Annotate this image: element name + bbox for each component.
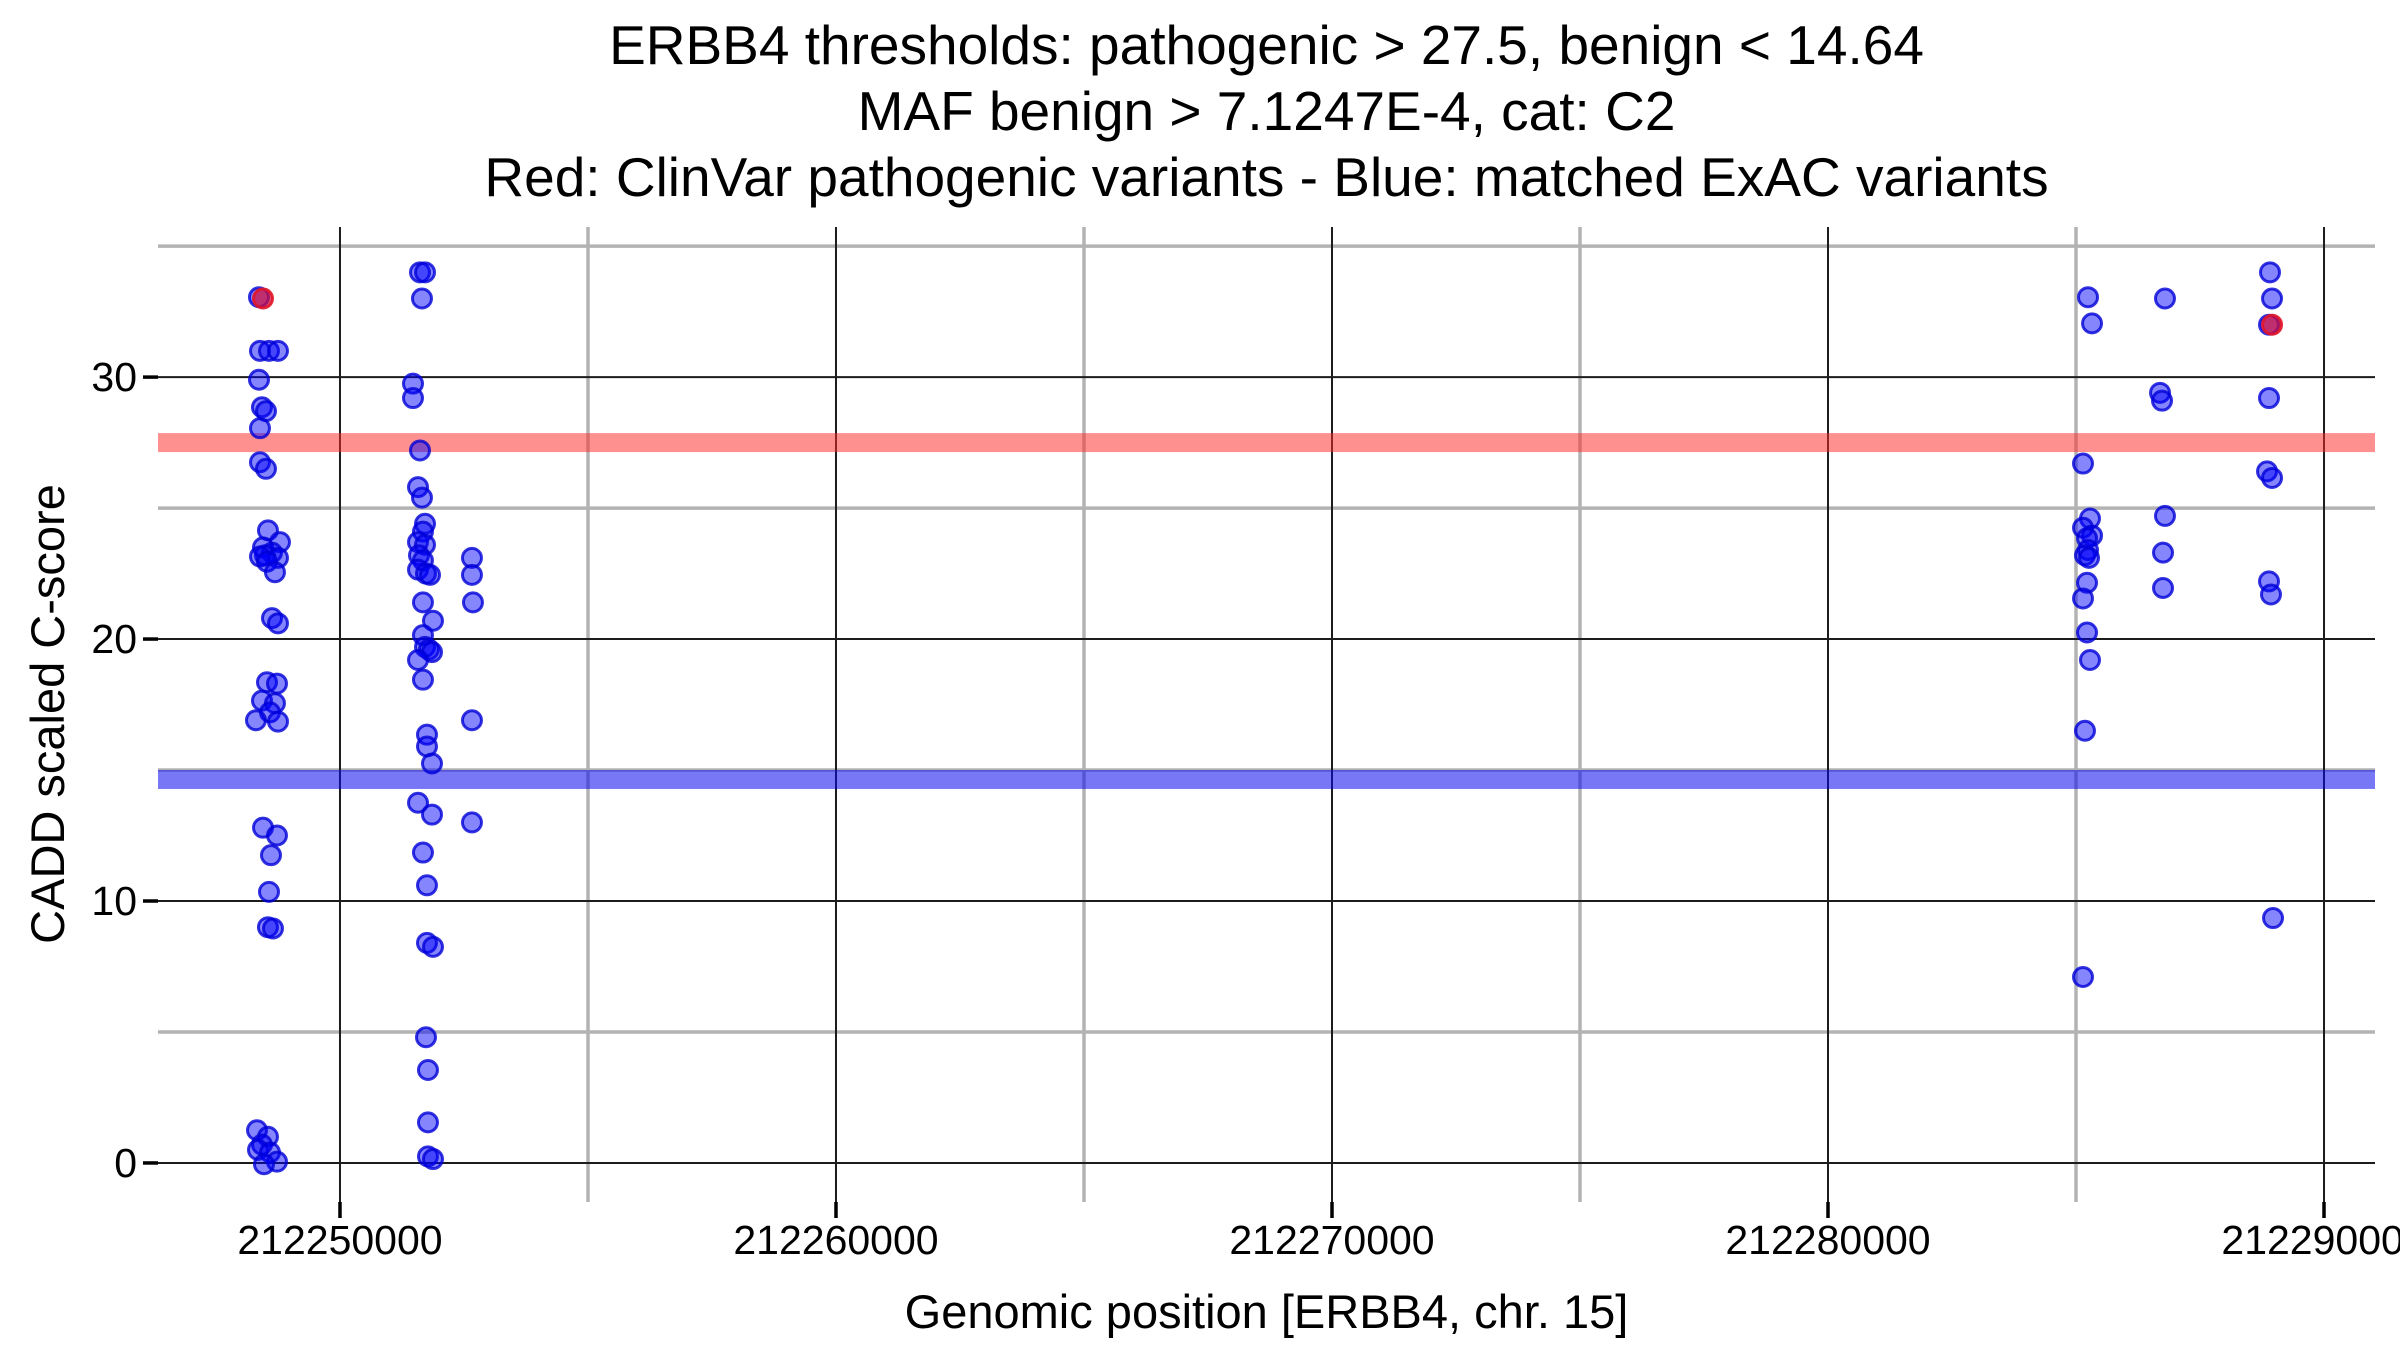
exac-variant-point [2261, 287, 2284, 310]
exac-variant-point [460, 811, 483, 834]
exac-variant-point [2076, 621, 2099, 644]
exac-variant-point [2072, 587, 2095, 610]
plot-title-line-2: MAF benign > 7.1247E-4, cat: C2 [857, 80, 1676, 142]
exac-variant-point [415, 874, 438, 897]
exac-variant-point [461, 591, 484, 614]
exac-variant-point [2077, 286, 2100, 309]
exac-variant-point [2072, 452, 2095, 475]
exac-variant-point [414, 261, 437, 284]
plot-title-line-3: Red: ClinVar pathogenic variants - Blue:… [484, 146, 2049, 208]
exac-variant-point [261, 917, 284, 940]
x-tick-label: 212270000 [1229, 1217, 1434, 1263]
exac-variant-point [414, 533, 437, 556]
exac-variant-point [408, 439, 431, 462]
exac-variant-point [265, 672, 288, 695]
exac-variant-point [2081, 312, 2104, 335]
exac-variant-point [2152, 541, 2175, 564]
y-tick-label: 0 [114, 1140, 137, 1186]
exac-variant-point [460, 709, 483, 732]
exac-variant-point [414, 1026, 437, 1049]
exac-variant-point [401, 387, 424, 410]
x-tick-label: 212260000 [733, 1217, 938, 1263]
plot-title-line-1: ERBB4 thresholds: pathogenic > 27.5, ben… [609, 14, 1924, 76]
y-tick-label: 10 [91, 878, 137, 924]
exac-variant-point [416, 1111, 439, 1134]
exac-variant-point [258, 880, 281, 903]
exac-variant-point [247, 368, 270, 391]
exac-variant-point [2073, 719, 2096, 742]
exac-variant-point [419, 563, 442, 586]
exac-variant-point [411, 668, 434, 691]
exac-variant-point [411, 591, 434, 614]
minor-gridlines [158, 227, 2375, 1202]
exac-variant-point [266, 612, 289, 635]
x-tick-label: 212250000 [237, 1217, 442, 1263]
benign-threshold-band [158, 769, 2375, 789]
exac-variant-point [2151, 389, 2174, 412]
axis-ticks [143, 375, 2326, 1218]
plot-title: ERBB4 thresholds: pathogenic > 27.5, ben… [158, 12, 2375, 210]
y-tick-label: 30 [91, 354, 137, 400]
threshold-bands [158, 433, 2375, 789]
exac-variant-point [2153, 287, 2176, 310]
exac-variant-point [266, 710, 289, 733]
exac-variant-point [244, 709, 267, 732]
exac-variant-point [2152, 576, 2175, 599]
exac-variant-point [410, 486, 433, 509]
exac-variant-point [2078, 649, 2101, 672]
exac-variant-point [407, 791, 430, 814]
x-tick-label: 212280000 [1725, 1217, 1930, 1263]
exac-variant-point [421, 609, 444, 632]
exac-variant-point [2153, 504, 2176, 527]
axis-tick-labels: 212250000 212260000 212270000 212280000 2122… [91, 354, 2400, 1263]
exac-variant-point [410, 287, 433, 310]
exac-variant-point [411, 841, 434, 864]
exac-variant-point [2258, 261, 2281, 284]
exac-variant-point [2261, 466, 2284, 489]
exac-variant-point [263, 561, 286, 584]
data-points [244, 261, 2285, 1176]
clinvar-pathogenic-point [2261, 313, 2284, 336]
exac-variant-point [420, 752, 443, 775]
exac-variant-point [2072, 965, 2095, 988]
exac-variant-point [420, 803, 443, 826]
exac-variant-point [460, 563, 483, 586]
x-axis-title: Genomic position [ERBB4, chr. 15] [904, 1285, 1629, 1338]
major-gridlines [158, 227, 2375, 1202]
exac-variant-point [416, 1058, 439, 1081]
exac-variant-point [266, 339, 289, 362]
exac-variant-point [2078, 546, 2101, 569]
exac-variant-point [248, 417, 271, 440]
exac-variant-point [2262, 907, 2285, 930]
pathogenic-threshold-band [158, 433, 2375, 453]
exac-variant-point [254, 457, 277, 480]
exac-variant-point [421, 935, 444, 958]
y-tick-label: 20 [91, 616, 137, 662]
exac-variant-point [259, 844, 282, 867]
exac-variant-point [460, 546, 483, 569]
exac-variant-point [407, 649, 430, 672]
exac-variant-point [252, 1153, 275, 1176]
exac-variant-point [421, 1148, 444, 1171]
exac-variant-point [2259, 583, 2282, 606]
exac-variant-point [265, 824, 288, 847]
exac-variant-point [2258, 387, 2281, 410]
clinvar-pathogenic-point [252, 287, 275, 310]
